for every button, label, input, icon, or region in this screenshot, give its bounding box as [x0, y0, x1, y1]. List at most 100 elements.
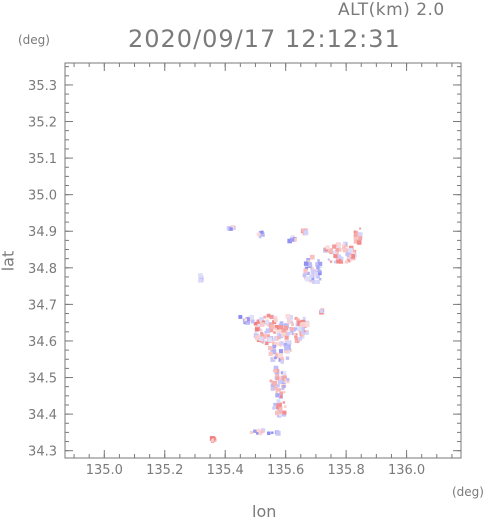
echo-cell: [279, 376, 284, 381]
echo-cell: [335, 243, 340, 248]
echo-cell: [342, 247, 348, 253]
echo-cell: [293, 329, 296, 332]
x-tick-label: 135.6: [267, 463, 304, 478]
x-tick-label: 135.4: [207, 463, 244, 478]
echo-cell: [256, 232, 261, 237]
echo-cell: [256, 428, 261, 433]
echo-cell: [285, 356, 290, 360]
y-tick-label: 34.6: [28, 335, 57, 350]
echo-cell: [343, 241, 346, 245]
echo-marks: [198, 224, 363, 443]
echo-cell: [291, 323, 295, 327]
echo-cell: [358, 232, 363, 237]
echo-cell: [359, 227, 362, 230]
echo-cell: [337, 247, 342, 252]
echo-cell: [268, 351, 273, 356]
echo-cell: [328, 248, 333, 254]
echo-cell: [333, 260, 337, 264]
echo-cell: [276, 399, 281, 404]
y-tick-label: 34.7: [28, 298, 57, 313]
echo-cell: [276, 332, 281, 337]
echo-cell: [341, 257, 344, 260]
echo-cell: [355, 230, 358, 234]
echo-cell: [304, 322, 310, 328]
echo-cell: [290, 237, 295, 242]
echo-cell: [319, 278, 322, 281]
echo-cell: [273, 316, 278, 321]
echo-cell: [306, 271, 310, 276]
echo-cell: [275, 376, 280, 381]
y-tick-label: 34.9: [28, 225, 57, 240]
echo-cell: [270, 387, 275, 392]
echo-cell: [271, 349, 277, 354]
echo-cell: [274, 325, 280, 330]
echo-cell: [309, 275, 315, 281]
echo-cell: [275, 368, 280, 374]
echo-cell: [315, 279, 321, 284]
x-tick-label: 136.0: [388, 463, 425, 478]
echo-cell: [270, 357, 276, 362]
echo-cell: [275, 390, 278, 393]
echo-cell: [270, 328, 274, 333]
echo-cell: [255, 335, 260, 341]
echo-cell: [358, 236, 363, 241]
echo-cell: [303, 261, 309, 266]
echo-cell: [258, 231, 262, 234]
echo-cell: [310, 274, 314, 279]
echo-cell: [260, 429, 264, 434]
echo-cell: [264, 331, 267, 334]
echo-cell: [244, 318, 248, 322]
echo-cell: [265, 328, 271, 334]
echo-cell: [276, 384, 280, 388]
echo-cell: [282, 324, 285, 327]
echo-cell: [297, 326, 302, 332]
echo-cell: [253, 321, 258, 326]
echo-cell: [303, 230, 309, 236]
echo-cell: [301, 229, 305, 232]
echo-cell: [332, 244, 337, 249]
echo-cell: [295, 328, 299, 331]
echo-cell: [282, 371, 287, 375]
echo-cell: [325, 245, 330, 250]
echo-cell: [198, 273, 203, 278]
echo-cell: [280, 360, 284, 364]
echo-cell: [264, 341, 269, 346]
echo-cell: [316, 274, 320, 279]
echo-cell: [292, 237, 297, 242]
echo-cell: [339, 256, 344, 261]
echo-cell: [260, 230, 264, 234]
echo-cell: [275, 393, 280, 398]
echo-cell: [253, 429, 257, 433]
echo-cell: [254, 331, 257, 334]
echo-cell: [307, 276, 312, 281]
echo-cell: [275, 341, 280, 346]
echo-cell: [277, 402, 282, 408]
echo-cell: [284, 345, 289, 351]
echo-cell: [255, 327, 259, 332]
echo-cell: [302, 316, 306, 320]
echo-cell: [245, 317, 250, 322]
echo-cell: [336, 259, 341, 264]
echo-cell: [290, 327, 295, 331]
y-tick-label: 35.2: [28, 116, 57, 131]
echo-cell: [272, 406, 276, 410]
echo-cell: [294, 339, 298, 343]
echo-cell: [311, 266, 315, 270]
echo-cell: [287, 319, 292, 324]
echo-cell: [258, 336, 264, 341]
echo-cell: [291, 321, 294, 324]
echo-cell: [273, 318, 278, 323]
echo-cell: [317, 269, 321, 273]
echo-cell: [282, 373, 287, 378]
echo-cell: [282, 410, 287, 415]
echo-cell: [293, 333, 296, 336]
echo-cell: [294, 335, 298, 340]
x-tick-label: 135.2: [146, 463, 183, 478]
echo-cell: [296, 318, 300, 323]
echo-cell: [350, 254, 355, 259]
echo-cell: [356, 240, 362, 245]
echo-cell: [300, 334, 305, 339]
echo-cell: [210, 439, 214, 442]
y-tick-label: 34.4: [28, 408, 57, 423]
x-tick-label: 135.8: [328, 463, 365, 478]
